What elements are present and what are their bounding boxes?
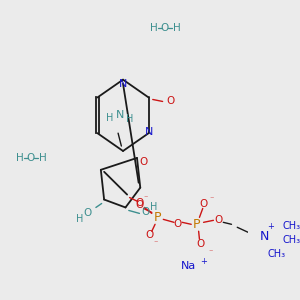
Text: H: H xyxy=(76,214,83,224)
Text: O: O xyxy=(200,200,208,209)
Text: O: O xyxy=(140,157,148,167)
Text: H: H xyxy=(106,113,114,123)
Text: O: O xyxy=(173,219,182,229)
Text: N: N xyxy=(260,230,269,243)
Text: O: O xyxy=(27,153,35,163)
Text: ⁻: ⁻ xyxy=(208,248,212,256)
Text: CH₃: CH₃ xyxy=(283,221,300,231)
Text: H: H xyxy=(150,23,157,33)
Text: O: O xyxy=(145,230,153,240)
Text: ⁻: ⁻ xyxy=(144,193,148,202)
Text: N: N xyxy=(145,127,154,137)
Text: O: O xyxy=(161,23,169,33)
Text: H: H xyxy=(16,153,23,163)
Text: P: P xyxy=(193,218,201,231)
Text: +: + xyxy=(268,222,274,231)
Text: H: H xyxy=(172,23,180,33)
Text: H: H xyxy=(150,202,157,212)
Text: O: O xyxy=(196,239,204,249)
Text: ⁻: ⁻ xyxy=(210,194,214,203)
Text: O: O xyxy=(135,200,144,211)
Text: +: + xyxy=(200,257,207,266)
Text: ⁻: ⁻ xyxy=(154,238,158,247)
Text: CH₃: CH₃ xyxy=(283,235,300,245)
Text: N: N xyxy=(116,110,124,120)
Text: O: O xyxy=(167,97,175,106)
Text: O: O xyxy=(135,199,144,208)
Text: H: H xyxy=(126,114,133,124)
Text: CH₃: CH₃ xyxy=(268,249,286,259)
Text: O: O xyxy=(84,208,92,218)
Text: Na: Na xyxy=(181,261,196,271)
Text: N: N xyxy=(119,79,127,88)
Text: H: H xyxy=(39,153,46,163)
Text: P: P xyxy=(154,211,161,224)
Text: O: O xyxy=(214,215,223,225)
Text: O: O xyxy=(141,207,149,218)
